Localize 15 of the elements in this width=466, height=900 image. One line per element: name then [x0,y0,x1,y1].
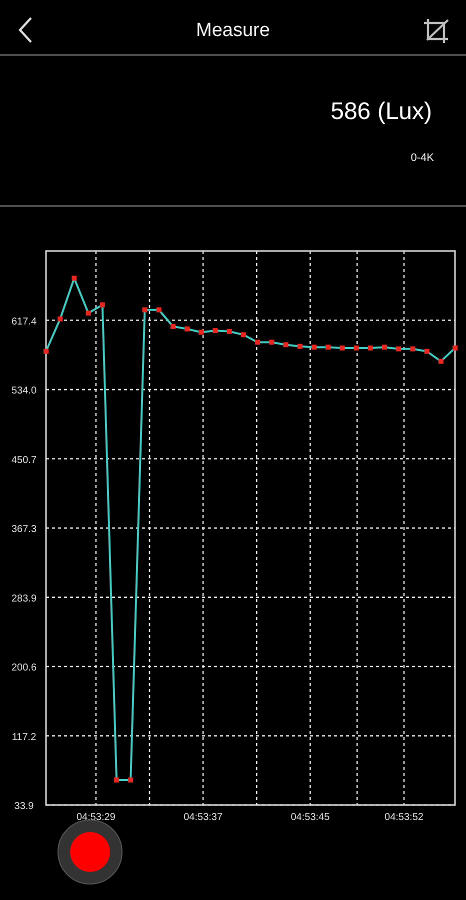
y-tick-label: 367.3 [11,524,37,536]
y-tick-label: 617.4 [11,316,37,328]
y-tick-label: 450.7 [11,454,37,466]
chart-title: Measure [196,20,270,41]
y-tick-label: 117.2 [12,732,37,743]
x-tick-label: 04:53:29 [76,812,116,823]
text: 586 (Lux) [330,98,432,125]
y-tick-label: 534.0 [11,386,37,397]
x-tick-label: 04:53:45 [290,812,330,823]
x-tick-label: 04:53:37 [184,812,223,823]
y-tick-label: 200.6 [11,662,37,674]
y-tick-label: 33.9 [14,801,34,812]
text: 0-4K [410,152,435,164]
x-tick-label: 04:53:52 [384,812,424,823]
y-tick-label: 283.9 [11,593,37,604]
